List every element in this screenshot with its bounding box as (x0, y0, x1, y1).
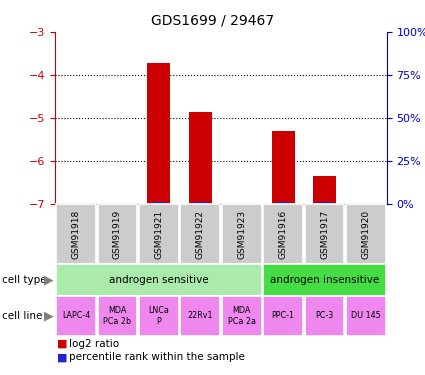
Text: MDA
PCa 2a: MDA PCa 2a (228, 306, 256, 326)
Text: GSM91919: GSM91919 (113, 210, 122, 259)
Text: androgen insensitive: androgen insensitive (270, 275, 379, 285)
Text: ▶: ▶ (44, 309, 54, 322)
Text: percentile rank within the sample: percentile rank within the sample (69, 352, 245, 362)
Text: MDA
PCa 2b: MDA PCa 2b (103, 306, 131, 326)
Text: log2 ratio: log2 ratio (69, 339, 119, 349)
Text: 22Rv1: 22Rv1 (187, 311, 213, 320)
Bar (147, 63, 170, 204)
Bar (152, 202, 166, 204)
Text: DU 145: DU 145 (351, 311, 381, 320)
Text: GDS1699 / 29467: GDS1699 / 29467 (151, 13, 274, 27)
Text: androgen sensitive: androgen sensitive (109, 275, 209, 285)
Text: GSM91921: GSM91921 (154, 210, 163, 259)
Text: GSM91916: GSM91916 (279, 210, 288, 259)
Bar (272, 131, 295, 204)
Text: ▶: ▶ (44, 274, 54, 287)
Text: PC-3: PC-3 (315, 311, 334, 320)
Text: GSM91923: GSM91923 (237, 210, 246, 259)
Text: ■: ■ (57, 352, 68, 362)
Text: PPC-1: PPC-1 (272, 311, 295, 320)
Text: GSM91917: GSM91917 (320, 210, 329, 259)
Bar (189, 112, 212, 204)
Text: cell line: cell line (2, 311, 42, 321)
Text: ■: ■ (57, 339, 68, 349)
Bar (193, 202, 207, 204)
Text: cell type: cell type (2, 275, 47, 285)
Text: GSM91922: GSM91922 (196, 210, 205, 259)
Bar (276, 202, 290, 204)
Text: LNCa
P: LNCa P (148, 306, 169, 326)
Bar (313, 176, 336, 204)
Text: GSM91920: GSM91920 (362, 210, 371, 259)
Text: GSM91918: GSM91918 (71, 210, 80, 259)
Text: LAPC-4: LAPC-4 (62, 311, 90, 320)
Bar (317, 202, 332, 204)
